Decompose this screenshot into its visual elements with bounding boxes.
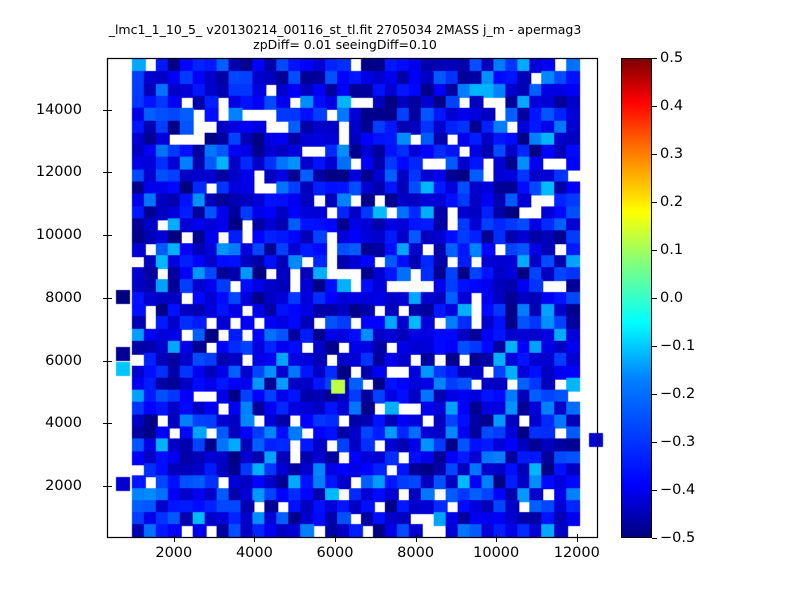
y-tick-mark xyxy=(103,235,107,237)
colorbar-tick-label: 0.4 xyxy=(660,98,684,114)
colorbar-tick-label: −0.3 xyxy=(660,434,696,450)
y-tick-mark xyxy=(103,109,107,111)
colorbar-tick-label: −0.2 xyxy=(660,386,696,402)
x-tick-mark-inner xyxy=(576,534,578,538)
x-tick-mark-inner xyxy=(415,534,417,538)
x-tick-label: 2000 xyxy=(155,545,193,561)
colorbar-tick-mark xyxy=(652,346,657,347)
x-tick-mark-inner xyxy=(173,534,175,538)
y-tick-label: 8000 xyxy=(45,289,82,306)
x-tick-mark xyxy=(496,538,498,542)
page-title: _lmc1_1_10_5_ v20130214_00116_st_tl.fit … xyxy=(108,22,582,37)
colorbar-tick-label: 0.3 xyxy=(660,146,684,162)
x-tick-mark-inner xyxy=(496,534,498,538)
heatmap-plot xyxy=(108,59,597,537)
y-tick-mark-inner xyxy=(108,486,112,488)
chart-title-block: _lmc1_1_10_5_ v20130214_00116_st_tl.fit … xyxy=(0,22,690,52)
y-tick-mark-inner xyxy=(108,297,112,299)
y-tick-mark-inner xyxy=(108,360,112,362)
y-tick-mark-inner xyxy=(108,172,112,174)
y-tick-label: 10000 xyxy=(35,227,82,244)
y-tick-mark xyxy=(103,423,107,425)
colorbar-tick-mark xyxy=(652,490,657,491)
x-tick-label: 8000 xyxy=(397,545,435,561)
y-tick-mark-inner xyxy=(108,235,112,237)
chart-subtitle: zpDiff= 0.01 seeingDiff=0.10 xyxy=(253,37,437,52)
y-tick-mark-inner xyxy=(108,109,112,111)
y-tick-label: 12000 xyxy=(35,164,82,181)
y-tick-mark xyxy=(103,486,107,488)
x-tick-mark xyxy=(254,538,256,542)
y-tick-mark xyxy=(103,172,107,174)
colorbar-tick-mark xyxy=(652,106,657,107)
colorbar-tick-label: −0.1 xyxy=(660,338,696,354)
x-tick-label: 10000 xyxy=(473,545,520,561)
colorbar-tick-mark xyxy=(652,394,657,395)
colorbar-tick-mark xyxy=(652,442,657,443)
colorbar-tick-mark xyxy=(652,58,657,59)
y-tick-label: 14000 xyxy=(35,101,82,118)
plot-axes-frame xyxy=(107,58,598,538)
y-tick-label: 4000 xyxy=(45,415,82,432)
colorbar-gradient xyxy=(621,58,652,538)
y-tick-label: 2000 xyxy=(45,478,82,495)
colorbar-tick-mark xyxy=(652,202,657,203)
x-tick-mark-inner xyxy=(335,534,336,538)
y-tick-mark-inner xyxy=(108,423,112,425)
colorbar-tick-mark xyxy=(652,250,657,251)
x-tick-mark xyxy=(576,538,578,542)
colorbar-tick-label: 0.5 xyxy=(660,50,684,66)
colorbar-tick-label: 0.0 xyxy=(660,290,684,306)
colorbar-tick-label: 0.1 xyxy=(660,242,684,258)
y-tick-mark xyxy=(103,297,107,299)
x-tick-mark xyxy=(415,538,417,542)
x-tick-mark-inner xyxy=(254,534,256,538)
colorbar-tick-label: −0.4 xyxy=(660,482,696,498)
x-tick-label: 6000 xyxy=(316,545,354,561)
y-tick-mark xyxy=(103,360,107,362)
colorbar-tick-label: 0.2 xyxy=(660,194,684,210)
colorbar-tick-label: −0.5 xyxy=(660,530,696,546)
x-tick-mark xyxy=(173,538,175,542)
y-tick-label: 6000 xyxy=(45,352,82,369)
colorbar-tick-mark xyxy=(652,298,657,299)
x-tick-label: 12000 xyxy=(553,545,600,561)
x-tick-label: 4000 xyxy=(235,545,273,561)
colorbar-tick-mark xyxy=(652,154,657,155)
x-tick-mark xyxy=(335,538,336,542)
colorbar-tick-mark xyxy=(652,538,657,539)
